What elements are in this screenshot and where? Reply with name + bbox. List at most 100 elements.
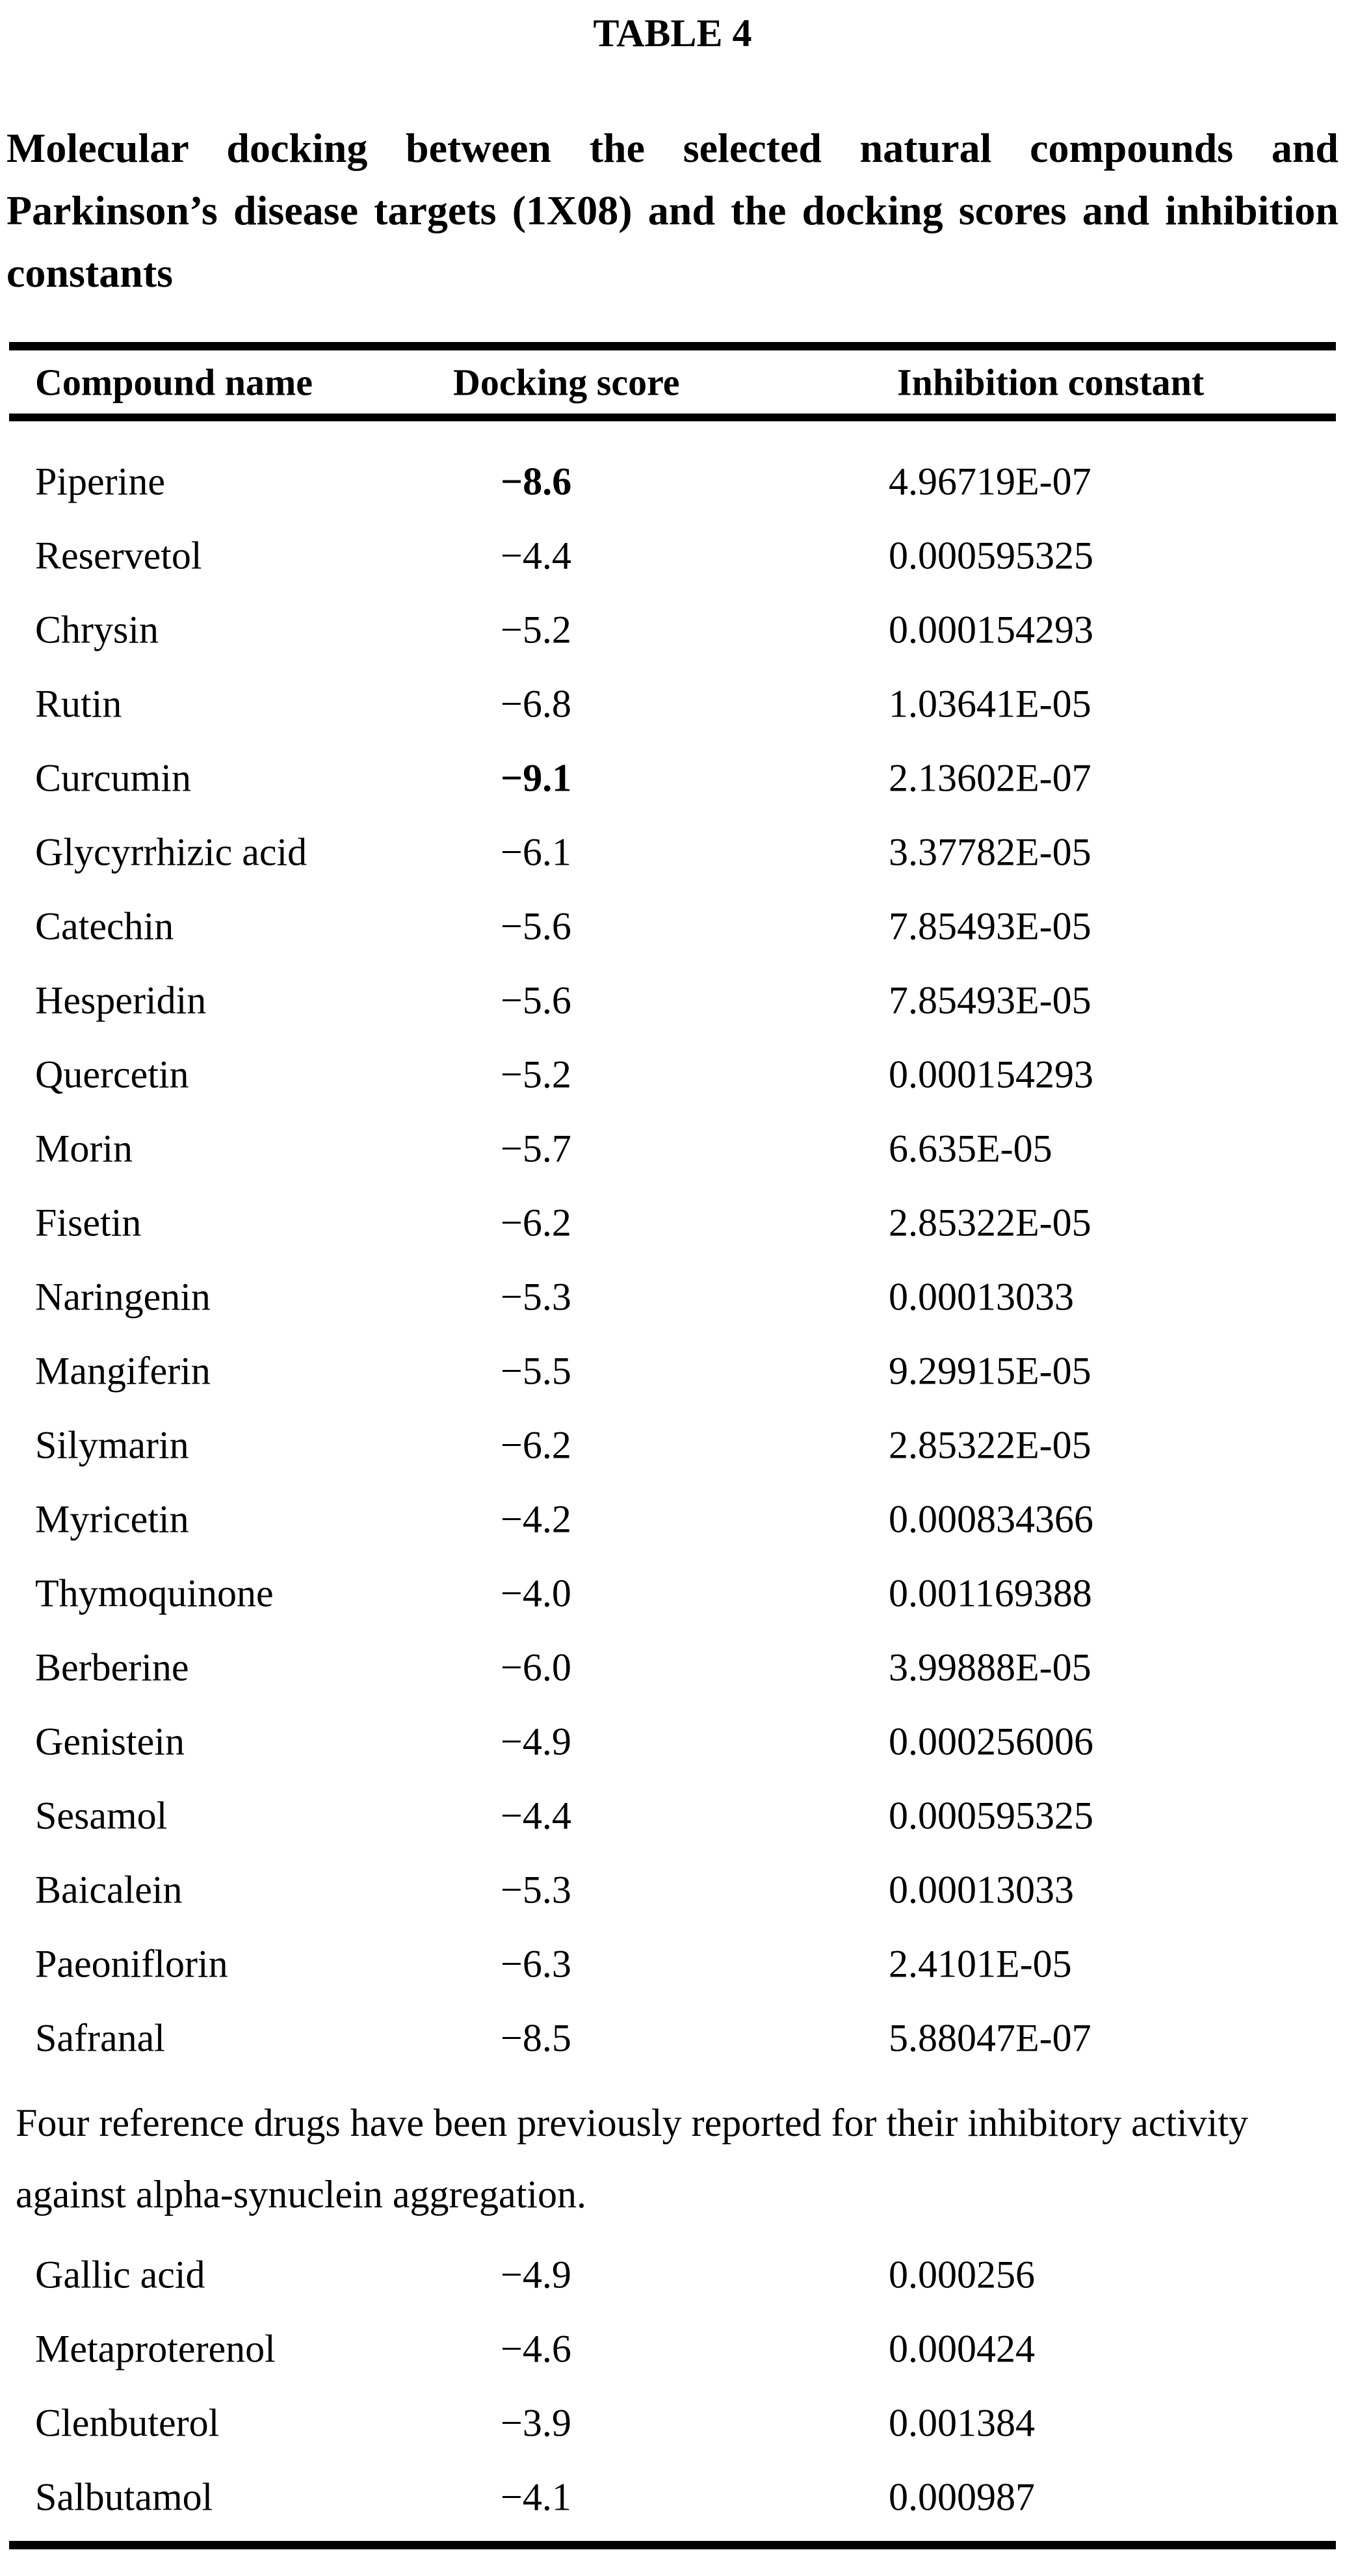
- inhibition-constant-cell: 0.000595325: [889, 534, 1093, 577]
- table-row: Myricetin −4.2 0.000834366: [9, 1482, 1336, 1557]
- docking-score-cell: −6.2: [501, 1201, 571, 1244]
- docking-score-cell: −6.3: [501, 1942, 571, 1986]
- table-bottom-rule: [9, 2541, 1336, 2549]
- docking-score-cell: −5.5: [501, 1349, 571, 1393]
- inhibition-constant-cell: 2.4101E-05: [889, 1942, 1072, 1986]
- inhibition-constant-cell: 0.000256: [889, 2253, 1035, 2296]
- inhibition-constant-cell: 4.96719E-07: [889, 460, 1091, 503]
- inhibition-constant-cell: 0.00013033: [889, 1275, 1074, 1319]
- column-header-compound-name: Compound name: [35, 361, 313, 403]
- column-header-inhibition-constant: Inhibition constant: [897, 361, 1205, 403]
- inhibition-constant-cell: 1.03641E-05: [889, 682, 1091, 726]
- docking-score-cell: −5.3: [501, 1868, 571, 1912]
- compound-name-cell: Metaproterenol: [35, 2327, 276, 2371]
- compound-name-cell: Fisetin: [35, 1201, 142, 1244]
- docking-table: Compound name Docking score Inhibition c…: [9, 342, 1336, 2549]
- table-row: Baicalein −5.3 0.00013033: [9, 1853, 1336, 1927]
- docking-score-cell: −5.2: [501, 608, 571, 651]
- table-row: Genistein −4.9 0.000256006: [9, 1705, 1336, 1779]
- inhibition-constant-cell: 9.29915E-05: [889, 1349, 1091, 1393]
- compound-name-cell: Baicalein: [35, 1868, 183, 1912]
- compound-name-cell: Myricetin: [35, 1497, 189, 1541]
- inhibition-constant-cell: 0.000154293: [889, 1053, 1093, 1096]
- compound-name-cell: Thymoquinone: [35, 1571, 274, 1615]
- table-row: Catechin −5.6 7.85493E-05: [9, 889, 1336, 964]
- compound-name-cell: Curcumin: [35, 756, 191, 800]
- inhibition-constant-cell: 3.99888E-05: [889, 1646, 1091, 1689]
- compound-rows: Piperine −8.6 4.96719E-07 Reservetol −4.4 0.0…: [9, 445, 1336, 2075]
- compound-name-cell: Reservetol: [35, 534, 202, 577]
- compound-name-cell: Safranal: [35, 2016, 165, 2060]
- inhibition-constant-cell: 7.85493E-05: [889, 904, 1091, 948]
- reference-drug-rows: Gallic acid −4.9 0.000256 Metaproterenol −4.…: [9, 2238, 1336, 2534]
- docking-score-cell: −4.1: [501, 2475, 571, 2519]
- table-row: Berberine −6.0 3.99888E-05: [9, 1631, 1336, 1705]
- table-row: Silymarin −6.2 2.85322E-05: [9, 1408, 1336, 1482]
- inhibition-constant-cell: 3.37782E-05: [889, 830, 1091, 874]
- table-row: Metaproterenol −4.6 0.000424: [9, 2312, 1336, 2386]
- docking-score-cell: −8.6: [501, 460, 572, 503]
- table-row: Fisetin −6.2 2.85322E-05: [9, 1186, 1336, 1260]
- column-header-docking-score: Docking score: [453, 361, 680, 403]
- table-row: Gallic acid −4.9 0.000256: [9, 2238, 1336, 2312]
- docking-score-cell: −9.1: [501, 756, 572, 800]
- table-row: Naringenin −5.3 0.00013033: [9, 1260, 1336, 1334]
- inhibition-constant-cell: 2.85322E-05: [889, 1423, 1091, 1467]
- inhibition-constant-cell: 0.001169388: [889, 1571, 1092, 1615]
- compound-name-cell: Rutin: [35, 682, 122, 726]
- table-row: Thymoquinone −4.0 0.001169388: [9, 1557, 1336, 1631]
- inhibition-constant-cell: 0.001384: [889, 2401, 1035, 2445]
- docking-score-cell: −5.6: [501, 979, 571, 1022]
- compound-name-cell: Mangiferin: [35, 1349, 211, 1393]
- inhibition-constant-cell: 6.635E-05: [889, 1127, 1052, 1170]
- table-top-rule: [9, 342, 1336, 350]
- inhibition-constant-cell: 2.85322E-05: [889, 1201, 1091, 1244]
- docking-score-cell: −4.9: [501, 1720, 571, 1763]
- table-caption: Molecular docking between the selected n…: [7, 125, 1338, 296]
- inhibition-constant-cell: 0.000595325: [889, 1794, 1093, 1837]
- docking-score-cell: −6.8: [501, 682, 571, 726]
- compound-name-cell: Sesamol: [35, 1794, 168, 1837]
- inhibition-constant-cell: 0.000256006: [889, 1720, 1093, 1763]
- compound-name-cell: Clenbuterol: [35, 2401, 220, 2445]
- table-row: Salbutamol −4.1 0.000987: [9, 2460, 1336, 2534]
- compound-name-cell: Chrysin: [35, 608, 159, 651]
- docking-score-cell: −8.5: [501, 2016, 571, 2060]
- compound-name-cell: Naringenin: [35, 1275, 211, 1319]
- compound-name-cell: Quercetin: [35, 1053, 189, 1096]
- table-title: TABLE 4: [593, 12, 752, 55]
- docking-score-cell: −3.9: [501, 2401, 571, 2445]
- docking-score-cell: −5.2: [501, 1053, 571, 1096]
- docking-score-cell: −6.1: [501, 830, 571, 874]
- inhibition-constant-cell: 0.000834366: [889, 1497, 1093, 1541]
- table-row: Curcumin −9.1 2.13602E-07: [9, 741, 1336, 815]
- table-row: Paeoniflorin −6.3 2.4101E-05: [9, 1927, 1336, 2001]
- inhibition-constant-cell: 0.000987: [889, 2475, 1035, 2519]
- table-row: Safranal −8.5 5.88047E-07: [9, 2001, 1336, 2075]
- table-row: Morin −5.7 6.635E-05: [9, 1112, 1336, 1186]
- table-row: Mangiferin −5.5 9.29915E-05: [9, 1334, 1336, 1408]
- docking-score-cell: −4.4: [501, 1794, 571, 1837]
- table-row: Reservetol −4.4 0.000595325: [9, 519, 1336, 593]
- docking-score-cell: −4.9: [501, 2253, 571, 2296]
- table-row: Sesamol −4.4 0.000595325: [9, 1779, 1336, 1853]
- docking-score-cell: −5.3: [501, 1275, 571, 1319]
- table-header-bottom-rule: [9, 414, 1336, 421]
- inhibition-constant-cell: 0.000424: [889, 2327, 1035, 2371]
- docking-score-cell: −5.6: [501, 904, 571, 948]
- docking-score-cell: −4.2: [501, 1497, 571, 1541]
- docking-score-cell: −5.7: [501, 1127, 571, 1170]
- table-header-row: Compound name Docking score Inhibition c…: [9, 350, 1336, 414]
- table-row: Clenbuterol −3.9 0.001384: [9, 2386, 1336, 2460]
- table-row: Quercetin −5.2 0.000154293: [9, 1038, 1336, 1112]
- docking-score-cell: −4.4: [501, 534, 571, 577]
- docking-score-cell: −4.6: [501, 2327, 571, 2371]
- compound-name-cell: Morin: [35, 1127, 133, 1170]
- inhibition-constant-cell: 5.88047E-07: [889, 2016, 1091, 2060]
- compound-name-cell: Paeoniflorin: [35, 1942, 228, 1986]
- compound-name-cell: Berberine: [35, 1646, 189, 1689]
- docking-score-cell: −6.0: [501, 1646, 571, 1689]
- table-row: Rutin −6.8 1.03641E-05: [9, 667, 1336, 741]
- table-row: Piperine −8.6 4.96719E-07: [9, 445, 1336, 519]
- inhibition-constant-cell: 0.00013033: [889, 1868, 1074, 1912]
